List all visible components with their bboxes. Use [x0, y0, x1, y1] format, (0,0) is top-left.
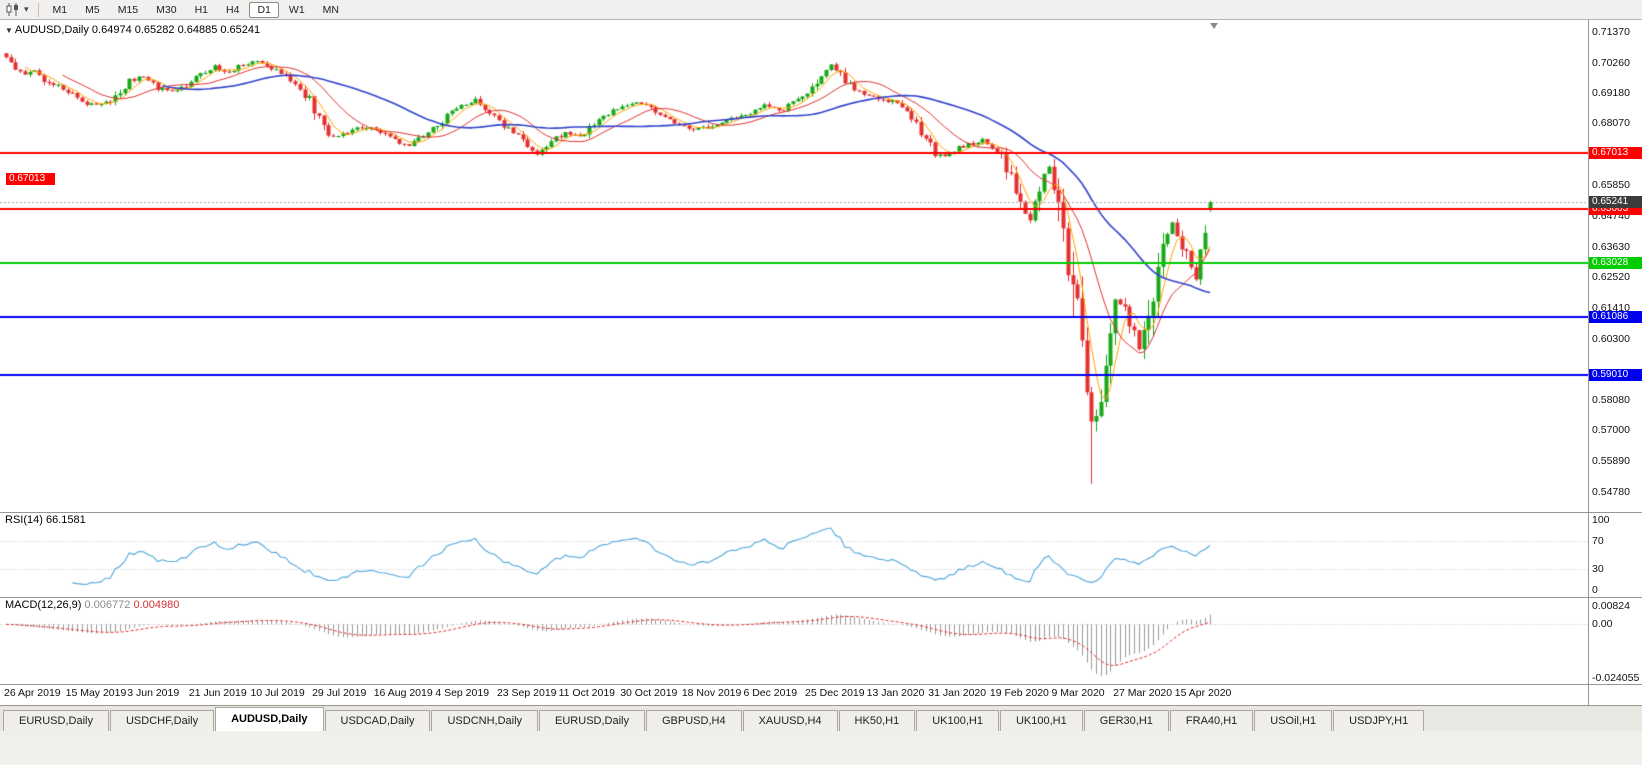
- rsi-axis-label: 30: [1592, 563, 1604, 575]
- chart-shift-marker-icon[interactable]: [1210, 23, 1218, 29]
- macd-indicator-label: MACD(12,26,9) 0.006772 0.004980: [5, 599, 179, 611]
- status-bar: [0, 731, 1642, 764]
- chart-tab-xauusd-h4[interactable]: XAUUSD,H4: [742, 710, 838, 731]
- macd-signal-value: 0.004980: [133, 599, 180, 611]
- chart-tab-eurusd-daily[interactable]: EURUSD,Daily: [3, 710, 109, 731]
- timeframe-toolbar: ▾ M1 M5 M15 M30 H1 H4 D1 W1 MN: [0, 0, 1642, 20]
- date-axis-label: 4 Sep 2019: [435, 687, 490, 699]
- chart-tab-uk100-h1[interactable]: UK100,H1: [916, 710, 999, 731]
- price-axis-label: 0.70260: [1592, 56, 1630, 69]
- panel-separator: [0, 684, 1642, 685]
- chart-tab-ger30-h1[interactable]: GER30,H1: [1083, 710, 1169, 731]
- date-axis-label: 10 Jul 2019: [250, 687, 305, 699]
- chart-tab-usdjpy-h1[interactable]: USDJPY,H1: [1333, 710, 1425, 731]
- date-axis-label: 3 Jun 2019: [127, 687, 180, 699]
- price-axis-label: 0.54780: [1592, 485, 1630, 498]
- price-axis-label: 0.69180: [1592, 86, 1630, 99]
- timeframe-button-w1[interactable]: W1: [288, 3, 305, 16]
- candlestick-chart-icon[interactable]: [4, 2, 22, 17]
- date-axis-label: 31 Jan 2020: [928, 687, 987, 699]
- chart-tab-usdcad-daily[interactable]: USDCAD,Daily: [324, 710, 431, 731]
- chart-title: ▼ AUDUSD,Daily 0.64974 0.65282 0.64885 0.…: [5, 24, 260, 36]
- chart-tab-eurusd-daily[interactable]: EURUSD,Daily: [539, 710, 645, 731]
- date-axis-label: 29 Jul 2019: [312, 687, 367, 699]
- chart-ohlc-text: AUDUSD,Daily 0.64974 0.65282 0.64885 0.6…: [14, 24, 261, 36]
- timeframe-buttons: M1 M5 M15 M30 H1 H4 D1 W1 MN: [45, 1, 347, 18]
- rsi-axis-label: 70: [1592, 535, 1604, 547]
- timeframe-button-d1[interactable]: D1: [249, 1, 279, 18]
- panel-separator[interactable]: [0, 512, 1642, 513]
- rsi-indicator-label: RSI(14) 66.1581: [5, 514, 86, 526]
- rsi-name: RSI(14): [5, 514, 43, 526]
- date-axis-label: 11 Oct 2019: [558, 687, 616, 699]
- chevron-down-icon[interactable]: ▾: [24, 4, 29, 14]
- price-axis-label: 0.58080: [1592, 394, 1630, 407]
- price-axis-separator: [1588, 20, 1589, 705]
- timeframe-button-m1[interactable]: M1: [52, 3, 68, 16]
- date-axis-label: 15 Apr 2020: [1174, 687, 1232, 699]
- macd-axis-label: 0.00: [1592, 618, 1613, 631]
- date-axis-label: 21 Jun 2019: [188, 687, 247, 699]
- date-axis-label: 23 Sep 2019: [496, 687, 557, 699]
- symbol-dropdown-icon[interactable]: ▼: [5, 26, 13, 35]
- price-axis-label: 0.71370: [1592, 26, 1630, 38]
- chart-tabs-bar: EURUSD,Daily USDCHF,Daily AUDUSD,Daily USDC…: [0, 705, 1642, 731]
- price-axis-label: 0.57000: [1592, 424, 1630, 437]
- date-axis-label: 19 Feb 2020: [989, 687, 1049, 699]
- hline-left-price-label: 0.67013: [6, 172, 55, 185]
- price-axis-label: 0.65850: [1592, 179, 1630, 192]
- price-axis-label: 0.60300: [1592, 332, 1630, 345]
- date-axis-label: 16 Aug 2019: [373, 687, 433, 699]
- date-axis-label: 13 Jan 2020: [866, 687, 925, 699]
- price-axis-label: 0.63630: [1592, 240, 1630, 253]
- macd-axis-label: 0.00824: [1592, 600, 1630, 612]
- rsi-value: 66.1581: [45, 514, 86, 526]
- chart-tab-usdcnh-daily[interactable]: USDCNH,Daily: [431, 710, 539, 731]
- timeframe-button-mn[interactable]: MN: [322, 3, 339, 16]
- date-axis-label: 15 May 2019: [65, 687, 127, 699]
- timeframe-button-m5[interactable]: M5: [85, 3, 100, 16]
- date-axis-label: 9 Mar 2020: [1051, 687, 1105, 699]
- chart-tab-usoil-h1[interactable]: USOil,H1: [1254, 710, 1333, 731]
- panel-separator[interactable]: [0, 597, 1642, 598]
- timeframe-button-m30[interactable]: M30: [156, 3, 177, 16]
- hline-price-badge: 0.59010: [1589, 368, 1642, 381]
- macd-name: MACD(12,26,9): [5, 599, 82, 611]
- hline-price-badge: 0.61086: [1589, 311, 1642, 324]
- rsi-axis-label: 0: [1592, 584, 1598, 596]
- chart-tab-fra40-h1[interactable]: FRA40,H1: [1169, 710, 1254, 731]
- chart-tab-uk100-h1[interactable]: UK100,H1: [999, 710, 1083, 731]
- timeframe-button-h1[interactable]: H1: [194, 3, 209, 16]
- hline-price-badge: 0.67013: [1589, 146, 1642, 159]
- chart-window: ▼ AUDUSD,Daily 0.64974 0.65282 0.64885 0.…: [0, 20, 1642, 705]
- macd-axis-label: -0.024055: [1592, 672, 1640, 684]
- date-axis-label: 30 Oct 2019: [620, 687, 678, 699]
- date-axis-label: 6 Dec 2019: [743, 687, 798, 699]
- hline-price-badge: 0.63028: [1589, 257, 1642, 270]
- chart-tab-gbpusd-h4[interactable]: GBPUSD,H4: [646, 710, 742, 731]
- date-axis-label: 26 Apr 2019: [4, 687, 61, 699]
- date-axis-label: 18 Nov 2019: [681, 687, 742, 699]
- price-axis-label: 0.68070: [1592, 117, 1630, 130]
- chart-tab-usdchf-daily[interactable]: USDCHF,Daily: [109, 710, 215, 731]
- price-axis-label: 0.62520: [1592, 271, 1630, 284]
- chart-tab-hk50-h1[interactable]: HK50,H1: [838, 710, 916, 731]
- price-axis-label: 0.55890: [1592, 455, 1630, 468]
- date-axis-label: 27 Mar 2020: [1113, 687, 1173, 699]
- timeframe-button-m15[interactable]: M15: [117, 3, 139, 16]
- timeframe-button-h4[interactable]: H4: [226, 3, 240, 16]
- price-chart-canvas[interactable]: [0, 20, 1588, 684]
- chart-tab-audusd-daily[interactable]: AUDUSD,Daily: [215, 707, 324, 731]
- toolbar-separator: [37, 2, 39, 17]
- rsi-axis-label: 100: [1592, 514, 1610, 526]
- current-price-badge: 0.65241: [1589, 195, 1642, 208]
- macd-main-value: 0.006772: [84, 599, 131, 611]
- date-axis-label: 25 Dec 2019: [805, 687, 865, 699]
